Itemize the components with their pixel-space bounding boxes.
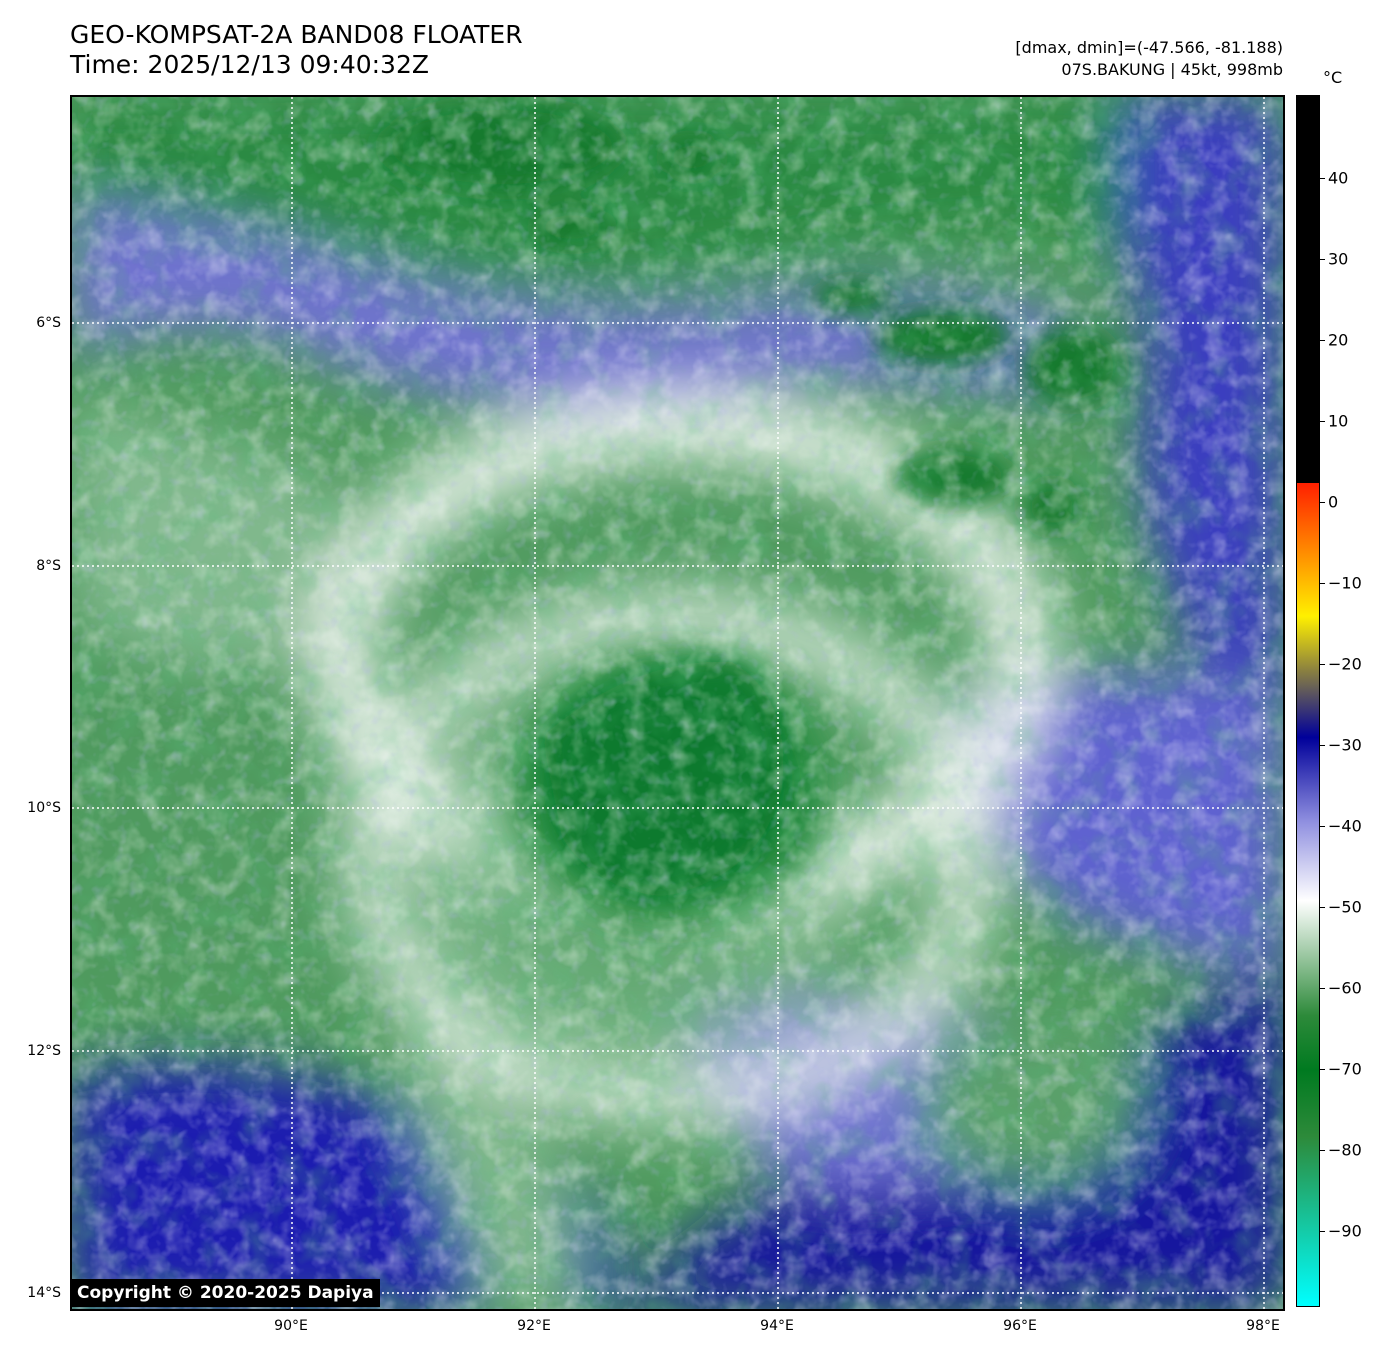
colorbar-tick [1320,421,1325,422]
colorbar-tick [1320,988,1325,989]
satellite-image-map[interactable] [70,95,1285,1311]
lon-label-94e: 94°E [760,1318,794,1334]
lat-label-10s: 10°S [27,800,61,816]
colorbar-unit: °C [1323,68,1343,87]
colorbar-label: 30 [1328,249,1349,269]
colorbar-label: 20 [1328,330,1349,350]
colorbar-tick [1320,178,1325,179]
lat-label-8s: 8°S [36,558,61,574]
colorbar-label: 40 [1328,168,1349,188]
lon-label-92e: 92°E [517,1318,551,1334]
colorbar-label: −60 [1328,978,1362,998]
colorbar-tick [1320,826,1325,827]
lon-label-96e: 96°E [1003,1318,1037,1334]
copyright-notice: Copyright © 2020-2025 Dapiya [71,1279,380,1307]
info-dmax-dmin: [dmax, dmin]=(-47.566, -81.188) [1015,38,1283,57]
colorbar-label: 10 [1328,411,1349,431]
satellite-imagery [72,97,1283,1309]
lat-label-6s: 6°S [36,315,61,331]
colorbar-label: −80 [1328,1140,1362,1160]
colorbar-tick [1320,1231,1325,1232]
lat-label-14s: 14°S [27,1285,61,1301]
colorbar-label: 0 [1328,492,1339,512]
colorbar-label: −10 [1328,573,1362,593]
colorbar-tick [1320,259,1325,260]
colorbar-tick [1320,583,1325,584]
lon-label-90e: 90°E [274,1318,308,1334]
colorbar-label: −70 [1328,1059,1362,1079]
colorbar-label: −40 [1328,816,1362,836]
colorbar-tick [1320,745,1325,746]
title-line-time: Time: 2025/12/13 09:40:32Z [70,50,429,79]
colorbar-label: −90 [1328,1221,1362,1241]
colorbar-label: −50 [1328,897,1362,917]
info-storm: 07S.BAKUNG | 45kt, 998mb [1061,60,1283,79]
colorbar-label: −20 [1328,654,1362,674]
colorbar-label: −30 [1328,735,1362,755]
colorbar [1296,95,1320,1307]
colorbar-tick [1320,907,1325,908]
colorbar-tick [1320,502,1325,503]
colorbar-tick [1320,340,1325,341]
colorbar-tick [1320,664,1325,665]
colorbar-tick [1320,1069,1325,1070]
lat-label-12s: 12°S [27,1043,61,1059]
lon-label-98e: 98°E [1246,1318,1280,1334]
colorbar-tick [1320,1150,1325,1151]
graticule [72,97,1283,1309]
title-line-satellite: GEO-KOMPSAT-2A BAND08 FLOATER [70,20,523,49]
